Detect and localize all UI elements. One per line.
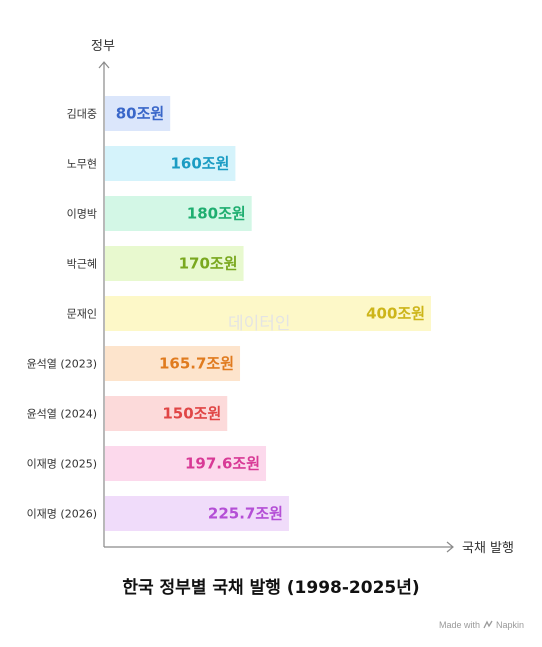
category-label-0: 김대중 <box>67 108 97 121</box>
bar-1 <box>105 146 236 181</box>
value-label-1: 160조원 <box>170 155 229 173</box>
bar-2 <box>105 196 252 231</box>
value-labels: 80조원 160조원 180조원 170조원 400조원 165.7조원 150조원 197.… <box>116 105 425 523</box>
value-label-4: 400조원 <box>366 305 425 323</box>
footer: Made with Napkin <box>439 620 524 630</box>
footer-brand: Napkin <box>495 620 524 630</box>
bars-group <box>105 96 431 531</box>
footer-text: Made with <box>438 620 480 630</box>
watermark: 데이터인 <box>228 314 291 334</box>
category-label-8: 이재명 (2026) <box>27 508 97 521</box>
value-label-5: 165.7조원 <box>159 355 234 373</box>
value-label-7: 197.6조원 <box>185 455 260 473</box>
category-label-2: 이명박 <box>67 208 97 221</box>
bar-5 <box>105 346 241 381</box>
value-label-3: 170조원 <box>179 255 238 273</box>
bar-7 <box>105 446 267 481</box>
category-label-5: 윤석열 (2023) <box>27 358 97 371</box>
y-axis-label: 정부 <box>91 39 115 54</box>
y-axis-arrow <box>98 61 110 69</box>
x-axis-label: 국채 발행 <box>462 540 514 556</box>
category-label-3: 박근혜 <box>67 258 97 271</box>
value-label-2: 180조원 <box>187 205 246 223</box>
value-label-0: 80조원 <box>116 105 164 123</box>
category-label-7: 이재명 (2025) <box>27 458 97 471</box>
value-label-6: 150조원 <box>162 405 221 423</box>
category-label-4: 문재인 <box>67 308 97 321</box>
bar-4 <box>105 296 431 331</box>
chart-title: 한국 정부별 국채 발행 (1998-2025년) <box>122 578 420 598</box>
bar-0 <box>105 96 171 131</box>
x-axis-arrow <box>446 541 454 553</box>
napkin-logo-icon <box>483 620 493 629</box>
category-label-1: 노무현 <box>67 158 97 171</box>
value-label-8: 225.7조원 <box>208 505 283 523</box>
bar-8 <box>105 496 289 531</box>
bar-6 <box>105 396 228 431</box>
category-label-6: 윤석열 (2024) <box>27 408 97 421</box>
bar-3 <box>105 246 244 281</box>
